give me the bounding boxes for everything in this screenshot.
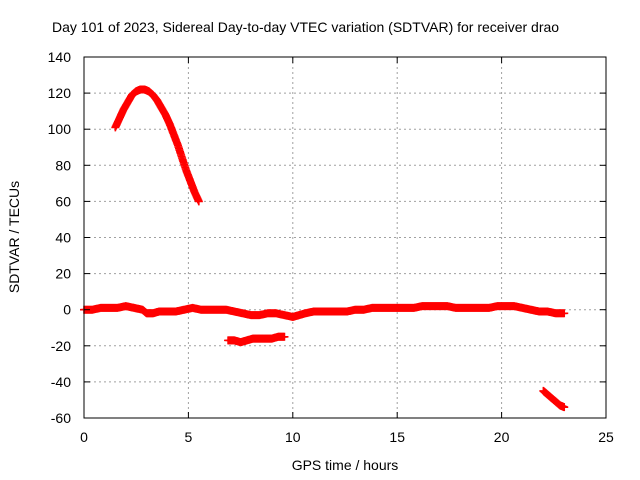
y-tick-label: -20	[51, 338, 71, 354]
series-arc-2	[80, 302, 569, 321]
series-arc-3	[224, 332, 289, 347]
chart-title: Day 101 of 2023, Sidereal Day-to-day VTE…	[52, 19, 559, 35]
x-axis-title: GPS time / hours	[292, 457, 399, 473]
data-point	[560, 309, 569, 318]
data-point	[194, 197, 203, 206]
y-tick-label: 120	[48, 85, 72, 101]
x-tick-label: 20	[494, 429, 510, 445]
data-point	[280, 332, 289, 341]
y-tick-label: 80	[55, 157, 71, 173]
x-tick-label: 15	[389, 429, 405, 445]
axis-ticks	[83, 56, 607, 419]
data-point	[560, 403, 569, 412]
data-points	[80, 85, 569, 412]
y-tick-label: -60	[51, 410, 71, 426]
x-tick-labels: 0 5 10 15 20 25	[80, 429, 614, 445]
y-tick-label: 140	[48, 49, 72, 65]
x-tick-label: 10	[285, 429, 301, 445]
y-axis-title: SDTVAR / TECUs	[6, 181, 22, 293]
y-tick-labels: -60 -40 -20 0 20 40 60 80 100 120 140	[48, 49, 72, 426]
y-tick-label: 40	[55, 230, 71, 246]
series-arc-1	[111, 85, 203, 206]
y-tick-label: -40	[51, 374, 71, 390]
y-tick-label: 60	[55, 193, 71, 209]
series-arc-4	[539, 386, 569, 412]
x-tick-label: 0	[80, 429, 88, 445]
y-tick-label: 0	[63, 302, 71, 318]
y-tick-label: 100	[48, 121, 72, 137]
x-tick-label: 25	[598, 429, 614, 445]
x-tick-label: 5	[185, 429, 193, 445]
y-tick-label: 20	[55, 266, 71, 282]
